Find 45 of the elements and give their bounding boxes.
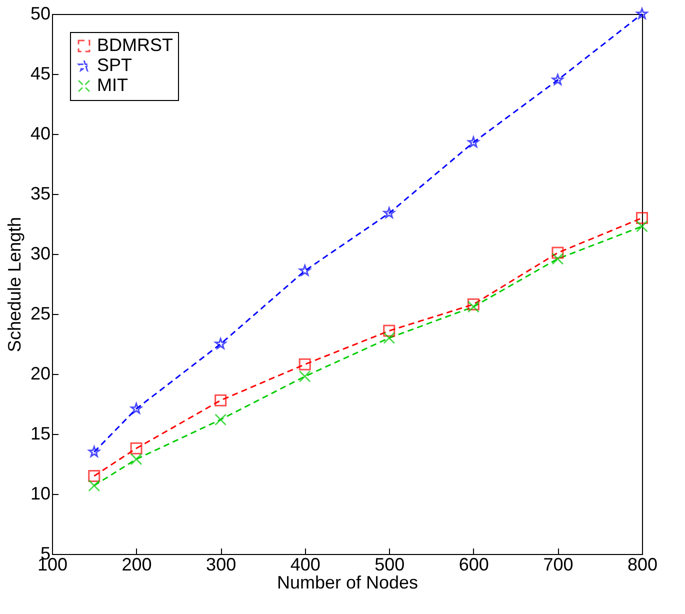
y-tick-label: 20 xyxy=(30,364,50,384)
point xyxy=(467,300,480,313)
y-tick-label: 40 xyxy=(30,124,50,144)
point xyxy=(552,252,564,265)
point xyxy=(214,338,226,349)
point xyxy=(383,324,396,337)
point xyxy=(552,74,564,85)
point xyxy=(636,8,648,19)
x-tick-label: 400 xyxy=(290,554,320,574)
x-tick-label: 500 xyxy=(374,554,405,574)
x-tick-label: 200 xyxy=(122,554,152,574)
point xyxy=(88,470,100,482)
x-tick-label: 300 xyxy=(206,554,236,574)
point xyxy=(214,414,227,426)
point xyxy=(88,480,100,492)
point xyxy=(298,358,311,370)
point xyxy=(88,446,100,457)
point xyxy=(214,394,227,406)
y-axis-title: Schedule Length xyxy=(4,216,24,352)
x-tick-label: 600 xyxy=(458,554,489,574)
y-tick-label: 35 xyxy=(30,184,50,204)
point xyxy=(299,264,311,276)
x-tick-label: 800 xyxy=(627,554,658,574)
point xyxy=(298,370,311,382)
point xyxy=(130,442,142,454)
point xyxy=(130,402,142,414)
point xyxy=(552,246,564,259)
y-tick-label: 15 xyxy=(30,424,50,444)
point xyxy=(383,207,395,218)
legend-label: BDMRST xyxy=(97,35,174,55)
point xyxy=(130,453,142,466)
y-tick-label: 50 xyxy=(30,4,50,24)
y-tick-label: 30 xyxy=(30,244,50,264)
y-tick-label: 25 xyxy=(30,304,50,324)
point xyxy=(383,332,396,344)
y-tick-label: 45 xyxy=(30,64,50,84)
point xyxy=(468,136,480,148)
x-axis-title: Number of Nodes xyxy=(276,572,418,592)
point xyxy=(636,220,648,232)
legend-label: MIT xyxy=(97,75,128,95)
point xyxy=(467,298,480,310)
legend-label: SPT xyxy=(97,55,132,75)
y-tick-label: 10 xyxy=(30,484,50,504)
point xyxy=(636,212,648,224)
x-tick-label: 700 xyxy=(543,554,574,574)
